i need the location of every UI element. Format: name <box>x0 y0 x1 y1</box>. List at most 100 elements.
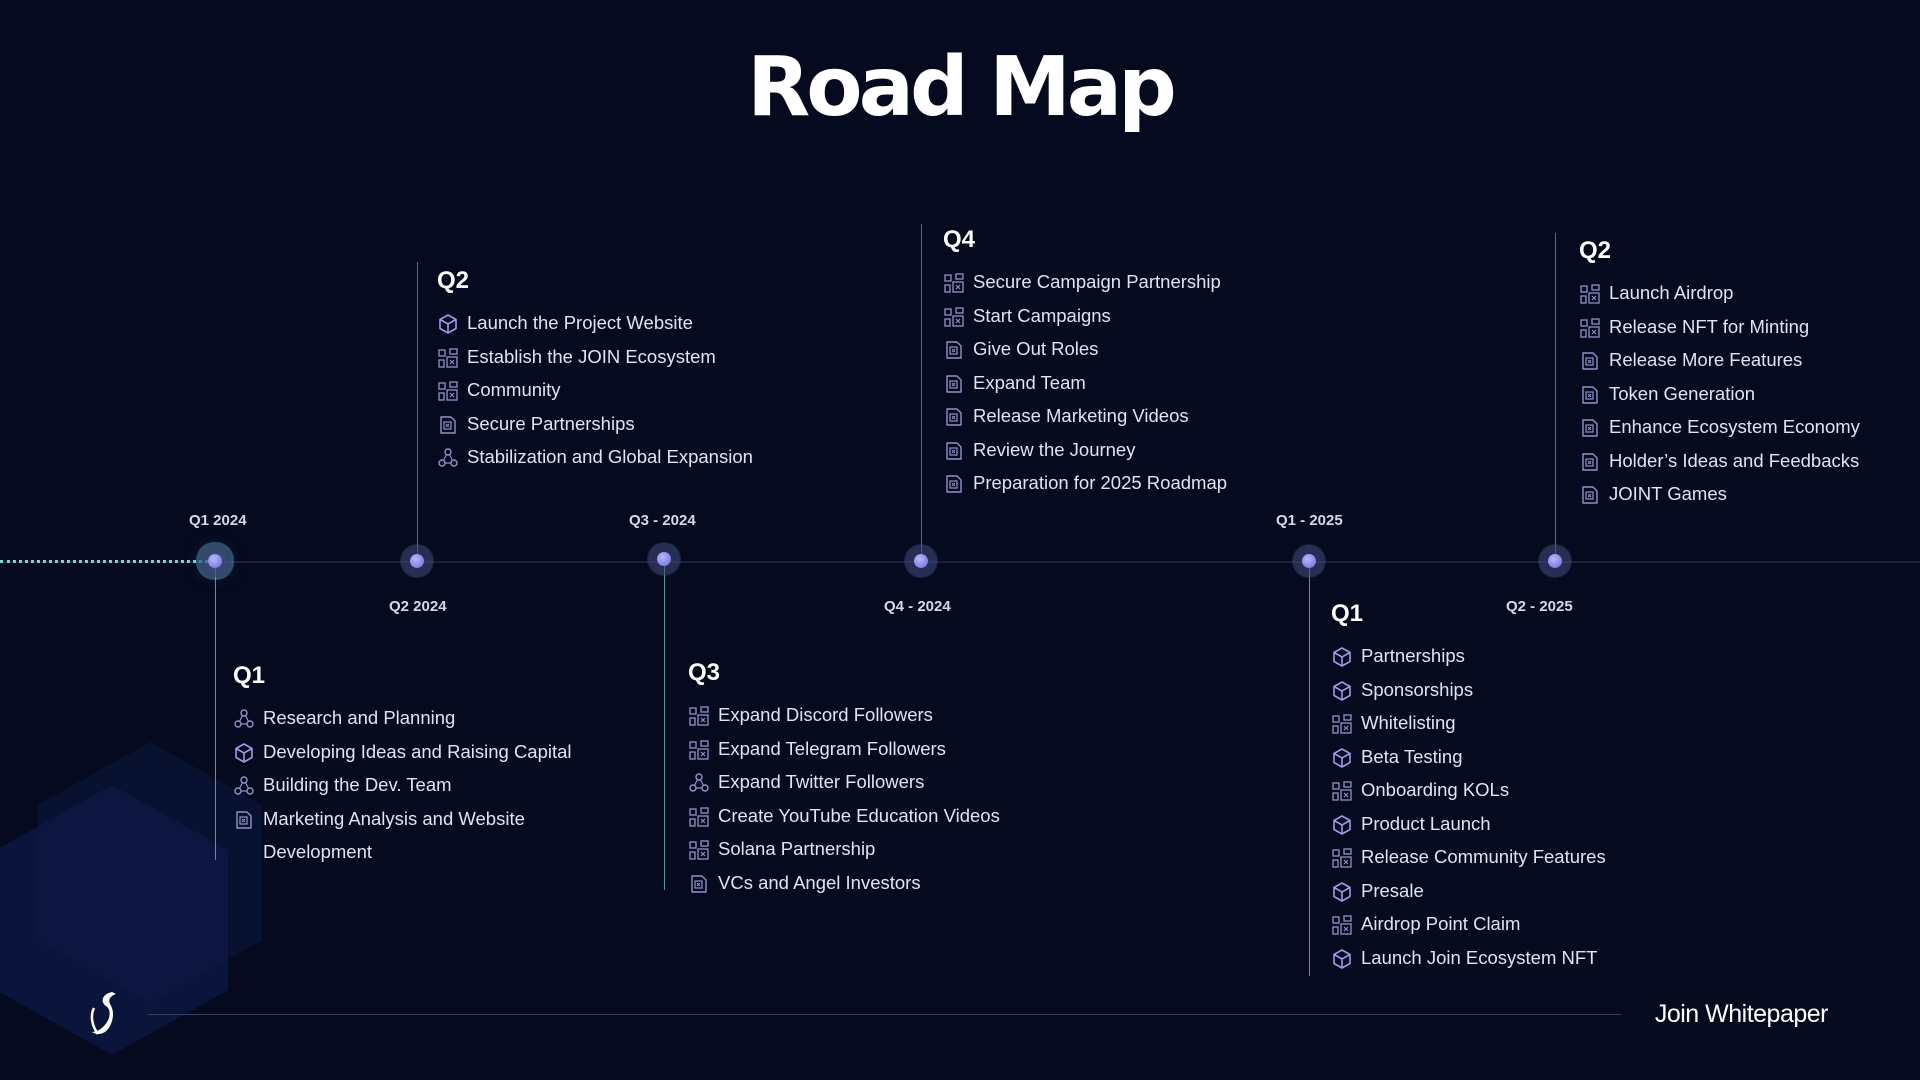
document-icon <box>943 439 965 461</box>
milestone-label: Partnerships <box>1361 645 1465 666</box>
milestone-item: Give Out Roles <box>943 332 1323 366</box>
connector-q2-2025 <box>1555 233 1556 562</box>
milestone-label: Research and Planning <box>263 707 456 728</box>
milestone-item: Beta Testing <box>1331 740 1711 774</box>
phase-q4-2024: Q4 Secure Campaign Partnership Start Camp… <box>943 225 1323 500</box>
timeline-node-q2-2024[interactable] <box>410 554 424 568</box>
timeline-node-q4-2024[interactable] <box>914 554 928 568</box>
milestone-item: Product Launch <box>1331 807 1711 841</box>
grid-icon <box>688 738 710 760</box>
timeline-node-q1-2024[interactable] <box>208 554 222 568</box>
phase-heading: Q1 <box>233 662 266 689</box>
timeline-node-q2-2025[interactable] <box>1548 554 1562 568</box>
milestone-label: Developing Ideas and Raising Capital <box>263 740 572 762</box>
grid-icon <box>688 704 710 726</box>
phase-heading: Q3 <box>688 659 721 686</box>
milestone-label: Expand Team <box>973 371 1086 393</box>
milestone-label: Expand Telegram Followers <box>718 737 946 759</box>
timeline-node-q3-2024[interactable] <box>657 552 671 566</box>
document-icon <box>1579 383 1601 405</box>
connector-q1-2024 <box>215 560 216 860</box>
document-icon <box>943 472 965 494</box>
milestone-item: Community <box>437 373 817 407</box>
grid-icon <box>1579 316 1601 338</box>
timeline-label-q1-2024: Q1 2024 <box>189 512 247 529</box>
milestone-item: Marketing Analysis and Website Developme… <box>233 802 573 869</box>
milestone-item: Solana Partnership <box>688 832 1068 866</box>
document-icon <box>437 413 459 435</box>
milestone-label: Expand Twitter Followers <box>718 771 925 792</box>
milestone-item: Partnerships <box>1331 639 1711 673</box>
milestone-label: Secure Partnerships <box>467 412 635 434</box>
milestone-item: Release NFT for Minting <box>1579 310 1909 344</box>
phase-q2-2025: Q2 Launch Airdrop Release NFT for Minting… <box>1579 236 1909 511</box>
milestone-item: Research and Planning <box>233 701 573 735</box>
milestone-item: Start Campaigns <box>943 299 1323 333</box>
timeline-label-q2-2024: Q2 2024 <box>389 598 447 615</box>
cube-icon <box>1331 880 1353 902</box>
timeline-label-q2-2025: Q2 - 2025 <box>1506 598 1573 615</box>
milestone-item: Enhance Ecosystem Economy <box>1579 410 1909 444</box>
milestone-item: Stabilization and Global Expansion <box>437 440 817 474</box>
milestone-label: Building the Dev. Team <box>263 774 452 795</box>
connector-q2-2024 <box>417 262 418 562</box>
phase-q1-2025: Q1 Partnerships Sponsorships Whitelisting B… <box>1331 599 1711 974</box>
milestone-label: Release NFT for Minting <box>1609 315 1810 337</box>
milestone-item: Expand Team <box>943 366 1323 400</box>
milestone-item: Launch the Project Website <box>437 306 817 340</box>
footer-divider <box>148 1014 1622 1015</box>
grid-icon <box>943 271 965 293</box>
milestone-item: Review the Journey <box>943 433 1323 467</box>
milestone-label: Launch Airdrop <box>1609 282 1734 303</box>
cube-icon <box>233 741 255 763</box>
milestone-label: Community <box>467 379 561 400</box>
milestone-label: Start Campaigns <box>973 304 1111 326</box>
document-icon <box>943 338 965 360</box>
milestone-item: Preparation for 2025 Roadmap <box>943 466 1323 500</box>
milestone-item: Whitelisting <box>1331 706 1711 740</box>
timeline-progress-dots <box>0 560 214 563</box>
milestone-item: Token Generation <box>1579 377 1909 411</box>
milestone-label: VCs and Angel Investors <box>718 871 921 893</box>
milestone-item: Building the Dev. Team <box>233 768 573 802</box>
document-icon <box>233 808 255 830</box>
grid-icon <box>1331 779 1353 801</box>
milestone-item: Presale <box>1331 874 1711 908</box>
grid-icon <box>1331 712 1353 734</box>
milestone-item: Secure Partnerships <box>437 407 817 441</box>
milestone-list: Partnerships Sponsorships Whitelisting Beta… <box>1331 639 1711 974</box>
document-icon <box>1579 349 1601 371</box>
cube-icon <box>1331 947 1353 969</box>
milestone-list: Secure Campaign Partnership Start Campaig… <box>943 265 1323 500</box>
milestone-list: Launch Airdrop Release NFT for Minting Rel… <box>1579 276 1909 511</box>
grid-icon <box>1579 282 1601 304</box>
cube-icon <box>437 312 459 334</box>
cube-icon <box>1331 813 1353 835</box>
milestone-label: Marketing Analysis and Website Developme… <box>263 807 525 863</box>
network-icon <box>437 446 459 468</box>
network-icon <box>233 774 255 796</box>
milestone-label: Create YouTube Education Videos <box>718 804 1000 826</box>
join-logo-icon <box>90 992 116 1035</box>
connector-q3-2024 <box>664 560 665 890</box>
document-icon <box>1579 416 1601 438</box>
milestone-item: Launch Join Ecosystem NFT <box>1331 941 1711 975</box>
milestone-label: Launch the Project Website <box>467 312 693 333</box>
milestone-label: Product Launch <box>1361 812 1491 834</box>
milestone-label: Launch Join Ecosystem NFT <box>1361 946 1598 968</box>
milestone-label: Release Community Features <box>1361 846 1606 867</box>
timeline-node-q1-2025[interactable] <box>1302 554 1316 568</box>
milestone-item: Developing Ideas and Raising Capital <box>233 735 573 769</box>
document-icon <box>943 405 965 427</box>
cube-icon <box>1331 679 1353 701</box>
cube-icon <box>1331 746 1353 768</box>
milestone-label: Whitelisting <box>1361 712 1456 733</box>
milestone-label: Expand Discord Followers <box>718 704 933 725</box>
milestone-item: Secure Campaign Partnership <box>943 265 1323 299</box>
milestone-item: Release Marketing Videos <box>943 399 1323 433</box>
milestone-item: VCs and Angel Investors <box>688 866 1068 900</box>
milestone-item: Expand Twitter Followers <box>688 765 1068 799</box>
join-whitepaper-link[interactable]: Join Whitepaper <box>1654 1000 1829 1028</box>
milestone-item: Release Community Features <box>1331 840 1711 874</box>
phase-q2-2024: Q2 Launch the Project Website Establish t… <box>437 266 817 474</box>
